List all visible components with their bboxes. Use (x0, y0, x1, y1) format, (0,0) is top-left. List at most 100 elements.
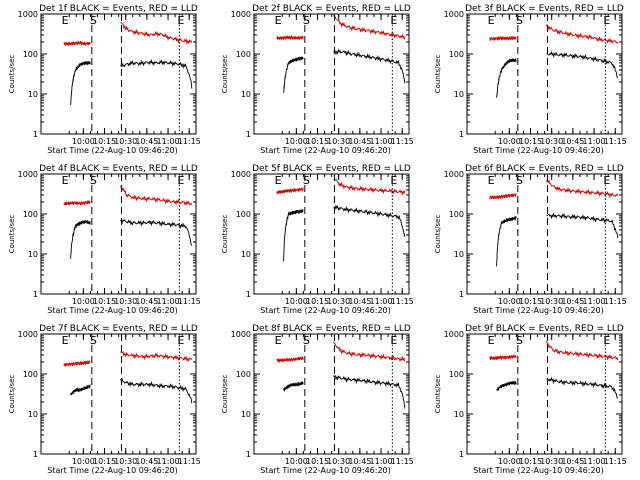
x-tick-label: 11:15 (178, 457, 201, 466)
series-lld-red (546, 340, 619, 361)
y-tick-label: 100 (449, 210, 464, 219)
series-events-black (333, 204, 406, 237)
y-tick-label: 1000 (231, 10, 251, 19)
series-lld-red (489, 354, 517, 361)
panel-det-2: Det 2f BLACK = Events, RED = LLD 1 10 100 10… (221, 4, 414, 155)
event-marker-label: E (62, 174, 69, 187)
x-tick-label: 11:15 (391, 457, 414, 466)
x-tick-label: 11:00 (157, 457, 180, 466)
y-axis-label: Counts/sec (434, 375, 442, 414)
x-axis-label: Start Time (22-Aug-10 09:46:20) (260, 306, 391, 315)
x-tick-label: 10:45 (348, 297, 371, 306)
series-lld-red (120, 350, 193, 363)
series-events-black (546, 212, 619, 239)
y-tick-label: 1 (459, 290, 464, 299)
panel-det-4: Det 4f BLACK = Events, RED = LLD 1 10 100 10… (8, 164, 201, 315)
chart-title: Det 2f BLACK = Events, RED = LLD (252, 4, 411, 14)
y-tick-label: 1 (459, 450, 464, 459)
x-tick-label: 10:15 (306, 137, 329, 146)
y-tick-label: 10 (28, 410, 38, 419)
plot-frame (253, 13, 410, 135)
x-tick-label: 10:30 (114, 137, 137, 146)
panel-det-9: Det 9f BLACK = Events, RED = LLD 1 10 100 10… (434, 324, 627, 475)
event-marker-label: E (603, 14, 610, 27)
x-tick-label: 10:15 (93, 457, 116, 466)
y-tick-label: 10 (241, 410, 251, 419)
x-axis-label: Start Time (22-Aug-10 09:46:20) (47, 466, 178, 475)
y-tick-label: 100 (23, 210, 38, 219)
y-axis-label: Counts/sec (8, 215, 16, 254)
series-events-black (70, 60, 91, 105)
y-tick-label: 10 (454, 250, 464, 259)
x-tick-label: 11:15 (391, 137, 414, 146)
event-marker-label: E (177, 334, 184, 347)
x-axis-label: Start Time (22-Aug-10 09:46:20) (473, 306, 604, 315)
x-tick-label: 10:45 (348, 457, 371, 466)
plot-frame (40, 13, 197, 135)
y-tick-label: 1 (459, 130, 464, 139)
y-tick-label: 100 (236, 210, 251, 219)
x-tick-label: 10:30 (327, 137, 350, 146)
plot-frame (466, 13, 623, 135)
series-lld-red (63, 199, 91, 206)
y-axis-label: Counts/sec (221, 375, 229, 414)
series-lld-red (489, 193, 517, 200)
series-events-black (283, 381, 304, 392)
y-tick-label: 1 (33, 290, 38, 299)
chart-title: Det 5f BLACK = Events, RED = LLD (252, 164, 411, 174)
event-marker-label: E (603, 174, 610, 187)
x-tick-label: 11:15 (178, 297, 201, 306)
y-tick-label: 100 (449, 370, 464, 379)
x-tick-label: 10:45 (561, 457, 584, 466)
x-tick-label: 10:15 (519, 457, 542, 466)
panel-det-3: Det 3f BLACK = Events, RED = LLD 1 10 100 10… (434, 4, 627, 155)
series-events-black (496, 216, 517, 267)
event-marker-label: E (390, 14, 397, 27)
event-marker-label: E (177, 14, 184, 27)
event-marker-label: E (390, 334, 397, 347)
y-tick-label: 1000 (18, 170, 38, 179)
y-tick-label: 100 (449, 50, 464, 59)
chart-title: Det 4f BLACK = Events, RED = LLD (39, 164, 198, 174)
event-marker-label: S (90, 334, 97, 347)
series-lld-red (276, 187, 304, 195)
y-tick-label: 1000 (444, 170, 464, 179)
panel-det-5: Det 5f BLACK = Events, RED = LLD 1 10 100 10… (221, 164, 414, 315)
y-tick-label: 10 (241, 90, 251, 99)
series-events-black (496, 380, 517, 391)
series-events-black (70, 219, 91, 260)
series-lld-red (63, 359, 91, 367)
x-tick-label: 10:45 (135, 137, 158, 146)
y-axis-label: Counts/sec (434, 55, 442, 94)
series-lld-red (63, 40, 91, 47)
x-tick-label: 10:00 (285, 137, 308, 146)
series-lld-red (546, 24, 619, 45)
series-lld-red (120, 22, 193, 45)
y-axis-label: Counts/sec (8, 375, 16, 414)
y-tick-label: 1000 (231, 170, 251, 179)
event-marker-label: E (275, 334, 282, 347)
x-tick-label: 10:00 (72, 137, 95, 146)
series-events-black (283, 209, 304, 262)
event-marker-label: S (90, 174, 97, 187)
plot-frame (253, 333, 410, 455)
x-tick-label: 11:00 (370, 457, 393, 466)
y-axis-label: Counts/sec (221, 55, 229, 94)
x-tick-label: 10:45 (135, 297, 158, 306)
y-tick-label: 1 (246, 130, 251, 139)
x-tick-label: 11:00 (370, 297, 393, 306)
x-tick-label: 10:45 (348, 137, 371, 146)
series-lld-red (489, 35, 517, 42)
x-tick-label: 11:15 (604, 137, 627, 146)
x-tick-label: 11:00 (370, 137, 393, 146)
y-tick-label: 1 (33, 130, 38, 139)
plot-frame (466, 333, 623, 455)
x-tick-label: 11:15 (391, 297, 414, 306)
x-tick-label: 11:15 (604, 297, 627, 306)
x-axis-label: Start Time (22-Aug-10 09:46:20) (473, 146, 604, 155)
y-tick-label: 1 (33, 450, 38, 459)
series-events-black (333, 48, 406, 84)
x-axis-label: Start Time (22-Aug-10 09:46:20) (47, 306, 178, 315)
series-events-black (546, 51, 619, 79)
plot-frame (40, 333, 197, 455)
